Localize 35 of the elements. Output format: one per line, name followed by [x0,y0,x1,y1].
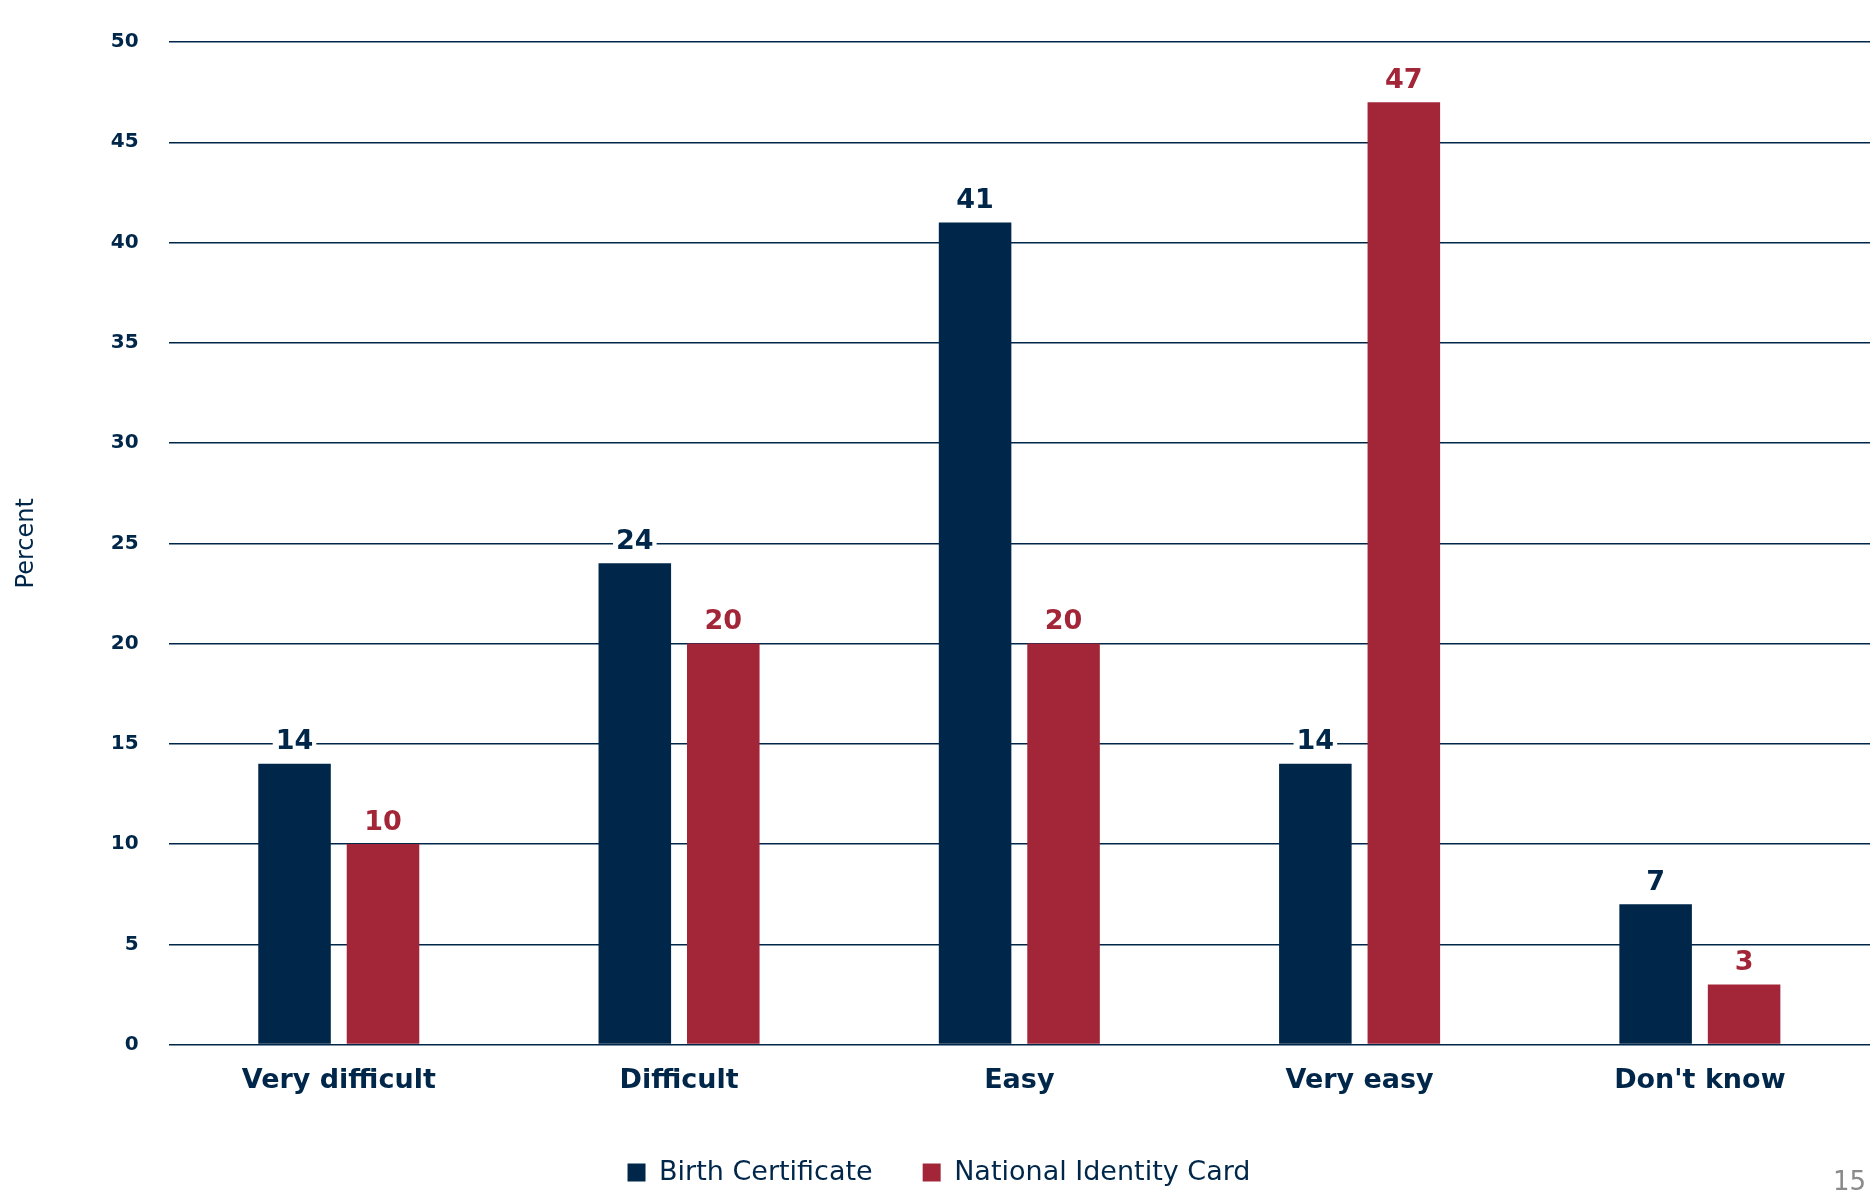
data-label: 41 [956,182,994,214]
y-tick-label: 10 [110,830,139,855]
bar [1707,984,1781,1044]
y-tick-label: 15 [110,730,139,755]
y-tick-label: 25 [110,529,139,554]
y-tick-label: 40 [110,228,139,253]
x-tick-label: Very easy [1285,1062,1435,1094]
bar [346,844,420,1044]
y-tick-label: 50 [110,28,139,53]
bar [1367,102,1441,1044]
text: 15 [1832,1166,1866,1196]
data-label: 20 [704,604,743,636]
y-tick-label: 0 [124,1030,139,1055]
x-tick-label: Don't know [1614,1062,1786,1094]
y-tick-label: 5 [124,930,139,955]
data-label: 7 [1646,864,1666,896]
data-label: 24 [616,523,654,555]
y-tick-label: 35 [110,328,139,353]
y-tick-label: 20 [110,629,139,654]
x-tick-label: Easy [984,1062,1055,1094]
x-tick-label: Very difficult [241,1062,436,1094]
legend-label: Birth Certificate [659,1154,873,1186]
bar [687,643,760,1044]
data-label: 47 [1385,62,1423,94]
bar [1027,643,1100,1044]
legend-label: National Identity Card [954,1154,1251,1186]
data-label: 3 [1734,944,1754,976]
data-label: 14 [275,724,314,756]
data-label: 10 [364,804,402,836]
x-tick-label: Difficult [619,1062,739,1094]
data-label: 20 [1044,604,1083,636]
data-label: 14 [1296,724,1335,756]
y-tick-label: 45 [110,128,139,153]
y-tick-label: 30 [110,429,139,454]
y-axis-title: Percent [10,498,39,589]
